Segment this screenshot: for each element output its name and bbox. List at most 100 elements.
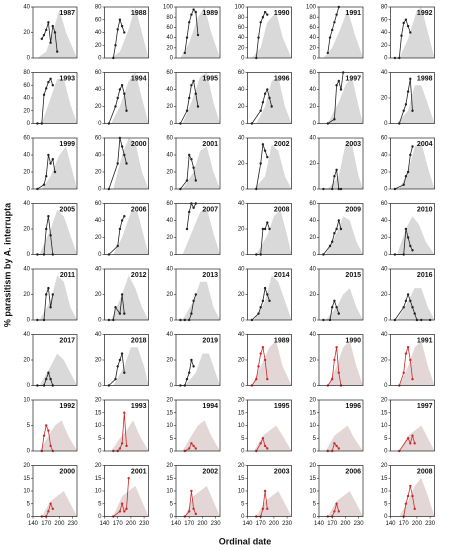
y-tick-label: 20: [166, 292, 173, 298]
panel-title: 2017: [59, 337, 75, 344]
y-tick-label: 0: [98, 514, 102, 520]
data-point: [263, 444, 267, 448]
data-point: [51, 24, 54, 28]
y-tick-label: 40: [381, 267, 388, 273]
y-tick-label: 5: [313, 501, 317, 507]
data-point: [188, 371, 191, 374]
data-point: [118, 227, 122, 231]
panel-title: 2019: [202, 337, 218, 344]
data-point: [259, 352, 262, 355]
y-tick-label: 10: [166, 489, 173, 495]
y-tick-label: 60: [95, 70, 102, 76]
data-point: [125, 109, 128, 112]
host-area: [397, 216, 435, 255]
panel-title: 1989: [274, 337, 290, 344]
y-tick-label: 15: [166, 410, 173, 416]
y-tick-label: 60: [309, 70, 316, 76]
data-point: [47, 510, 50, 513]
panel-frame: [318, 203, 364, 255]
data-point: [118, 510, 122, 513]
data-point: [335, 13, 338, 16]
y-tick-label: 80: [309, 15, 316, 21]
y-tick-label: 20: [166, 170, 173, 176]
y-tick-label: 0: [241, 449, 245, 455]
y-tick-label: 100: [306, 5, 317, 11]
data-point: [120, 442, 124, 445]
data-point: [45, 293, 48, 296]
y-tick-label: 0: [384, 252, 388, 258]
data-point: [257, 312, 260, 315]
y-tick-label: 20: [309, 235, 316, 241]
host-area: [111, 420, 149, 451]
data-point: [261, 16, 265, 19]
data-point: [337, 371, 340, 374]
data-point: [406, 346, 410, 349]
x-tick-label: 140: [28, 521, 39, 527]
data-point: [194, 10, 197, 14]
data-point: [114, 306, 117, 309]
data-point: [404, 103, 408, 106]
data-point: [188, 510, 191, 513]
y-tick-label: 40: [309, 35, 316, 41]
y-tick-label: 40: [95, 87, 102, 93]
x-tick-label: 200: [197, 521, 208, 527]
y-tick-label: 5: [170, 501, 174, 507]
y-tick-label: 10: [95, 423, 102, 429]
data-point: [116, 162, 119, 165]
panel-frame: [175, 203, 221, 255]
data-point: [123, 411, 126, 414]
y-tick-label: 0: [170, 449, 174, 455]
y-tick-label: 20: [238, 358, 245, 364]
y-tick-label: 40: [23, 201, 30, 207]
host-area: [325, 425, 363, 451]
host-area: [182, 207, 220, 255]
data-point: [185, 36, 189, 39]
y-tick-label: 15: [95, 410, 102, 416]
data-point: [120, 84, 124, 87]
panel-frame: [104, 203, 149, 255]
data-point: [404, 175, 408, 178]
x-tick-label: 140: [242, 521, 253, 527]
y-tick-label: 20: [95, 170, 102, 176]
data-point: [120, 352, 124, 355]
y-tick-label: 0: [27, 449, 31, 455]
host-area: [39, 420, 77, 451]
data-point: [411, 494, 414, 498]
x-tick-label: 230: [68, 521, 79, 527]
y-tick-label: 0: [241, 252, 245, 258]
data-point: [268, 227, 271, 231]
data-point: [337, 510, 340, 513]
y-tick-label: 20: [95, 463, 102, 469]
x-tick-label: 230: [139, 521, 150, 527]
y-tick-label: 10: [238, 423, 245, 429]
host-area: [399, 142, 435, 189]
data-point: [188, 447, 191, 450]
host-area: [251, 12, 292, 59]
panel-title: 1998: [417, 75, 433, 82]
panel-title: 2007: [202, 206, 218, 213]
y-tick-label: 40: [166, 218, 173, 224]
y-tick-label: 40: [166, 153, 173, 159]
data-point: [190, 84, 193, 87]
panel-frame: [247, 72, 292, 124]
data-point: [51, 158, 54, 161]
x-tick-label: 230: [211, 521, 222, 527]
panel-title: 2003: [345, 141, 361, 148]
data-point: [45, 227, 48, 231]
y-tick-label: 20: [166, 398, 173, 404]
panel-title: 2000: [131, 141, 147, 148]
host-area: [180, 7, 220, 58]
data-point: [337, 312, 340, 315]
data-point: [406, 437, 410, 440]
y-tick-label: 0: [384, 56, 388, 62]
data-point: [123, 312, 126, 315]
panel-title: 2002: [274, 141, 290, 148]
y-tick-label: 80: [166, 15, 173, 21]
data-point: [192, 444, 195, 448]
y-tick-label: 40: [381, 153, 388, 159]
y-tick-label: 20: [381, 398, 388, 404]
data-point: [190, 358, 193, 362]
data-point: [125, 507, 128, 511]
y-tick-label: 20: [381, 43, 388, 49]
y-tick-label: 0: [27, 121, 31, 127]
